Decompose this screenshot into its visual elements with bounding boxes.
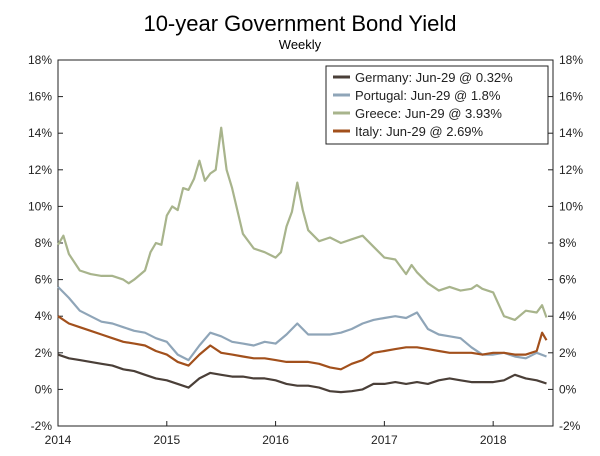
y-tick-label-right: -2% — [559, 419, 581, 433]
x-tick-label: 2017 — [371, 433, 398, 447]
y-tick-label-right: 10% — [559, 199, 583, 213]
y-axis-left: 18% 16% 14% 12% 10% 8% 6% 4% 2% 0% -2% — [28, 53, 63, 433]
chart-title: 10-year Government Bond Yield — [143, 11, 456, 36]
y-tick-label-left: 18% — [28, 53, 52, 67]
y-tick-label-left: 12% — [28, 163, 52, 177]
y-axis-right: 18% 16% 14% 12% 10% 8% 6% 4% 2% 0% -2% — [548, 53, 583, 433]
legend-label-portugal: Portugal: Jun-29 @ 1.8% — [355, 88, 501, 103]
y-tick-label-left: 6% — [35, 273, 53, 287]
legend-label-greece: Greece: Jun-29 @ 3.93% — [355, 106, 502, 121]
chart-subtitle: Weekly — [279, 37, 322, 52]
x-tick-label: 2018 — [480, 433, 507, 447]
y-tick-label-right: 6% — [559, 273, 577, 287]
y-tick-label-right: 14% — [559, 126, 583, 140]
y-tick-label-left: 2% — [35, 346, 53, 360]
y-tick-label-right: 18% — [559, 53, 583, 67]
x-tick-label: 2016 — [262, 433, 289, 447]
y-tick-label-left: -2% — [31, 419, 53, 433]
y-tick-label-right: 8% — [559, 236, 577, 250]
series-line-italy — [57, 315, 548, 371]
y-tick-label-right: 2% — [559, 346, 577, 360]
y-tick-label-right: 16% — [559, 90, 583, 104]
legend: Germany: Jun-29 @ 0.32% Portugal: Jun-29 … — [325, 65, 549, 145]
x-tick-label: 2015 — [153, 433, 180, 447]
y-tick-label-right: 0% — [559, 382, 577, 396]
series-line-portugal — [57, 286, 547, 362]
y-tick-label-left: 0% — [35, 382, 53, 396]
legend-label-italy: Italy: Jun-29 @ 2.69% — [355, 124, 484, 139]
y-tick-label-left: 4% — [35, 309, 53, 323]
y-tick-label-right: 12% — [559, 163, 583, 177]
y-tick-label-left: 8% — [35, 236, 53, 250]
legend-box — [325, 65, 549, 145]
y-tick-label-left: 16% — [28, 90, 52, 104]
series-lines — [57, 126, 548, 394]
x-axis: 2014 2015 2016 2017 2018 — [45, 421, 507, 447]
x-tick-label: 2014 — [45, 433, 72, 447]
legend-label-germany: Germany: Jun-29 @ 0.32% — [355, 70, 513, 85]
y-tick-label-left: 10% — [28, 199, 52, 213]
series-line-germany — [57, 353, 547, 394]
series-line-greece — [57, 126, 548, 321]
y-tick-label-left: 14% — [28, 126, 52, 140]
y-tick-label-right: 4% — [559, 309, 577, 323]
